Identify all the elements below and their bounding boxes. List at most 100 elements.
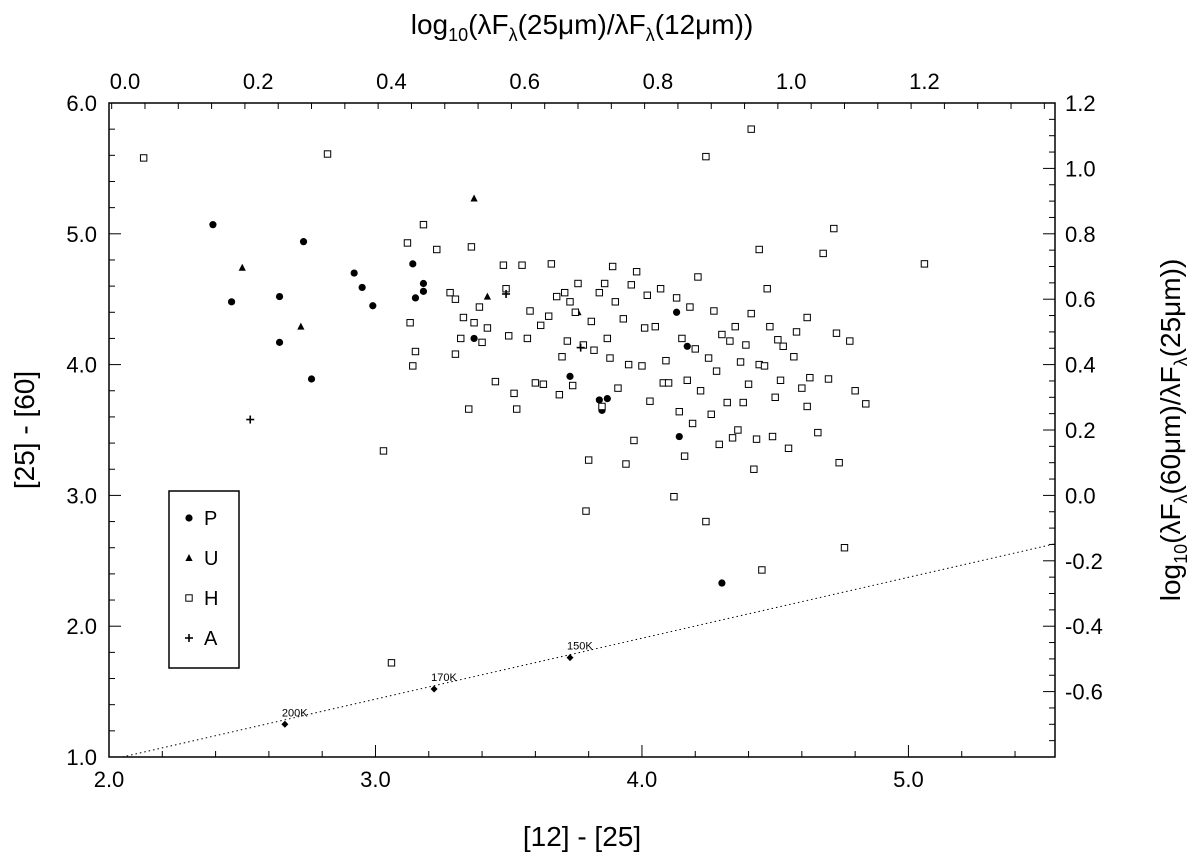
legend-box xyxy=(168,490,240,669)
point-h xyxy=(715,440,723,449)
legend-symbol-h xyxy=(185,594,193,602)
point-h xyxy=(752,435,761,443)
x-tick-label: 5.0 xyxy=(893,767,924,792)
point-a xyxy=(502,289,511,298)
point-h xyxy=(433,245,441,254)
point-h xyxy=(470,319,478,327)
point-h xyxy=(683,376,691,384)
point-h xyxy=(627,281,635,289)
point-h xyxy=(750,465,758,473)
point-h xyxy=(387,659,396,667)
temperature-label: 170K xyxy=(431,672,457,684)
point-h xyxy=(694,273,702,281)
point-h xyxy=(824,375,833,383)
title-subscript: λ xyxy=(509,25,518,45)
legend-label-a: A xyxy=(204,628,218,650)
point-h xyxy=(790,353,798,361)
point-h xyxy=(510,389,518,398)
point-h xyxy=(670,493,678,501)
point-h xyxy=(771,393,779,402)
point-h xyxy=(803,313,811,322)
point-h xyxy=(622,460,630,468)
point-h xyxy=(646,397,654,405)
point-h xyxy=(731,322,739,331)
point-p xyxy=(411,294,420,302)
y-tick-label: 4.0 xyxy=(66,353,97,378)
point-h xyxy=(536,321,545,330)
top-axis-title: log10(λFλ(25μm)/λFλ(12μm)) xyxy=(411,9,754,45)
point-h xyxy=(606,354,614,362)
point-h xyxy=(672,294,681,302)
point-h xyxy=(819,249,827,258)
temperature-marker xyxy=(281,720,289,728)
right-tick-label: -0.6 xyxy=(1065,680,1103,705)
point-h xyxy=(526,307,534,315)
point-h xyxy=(776,376,785,384)
point-h xyxy=(465,405,473,413)
right-tick-label: -0.2 xyxy=(1065,549,1103,574)
point-h xyxy=(806,373,814,382)
right-tick-label: 0.0 xyxy=(1065,483,1096,508)
point-p xyxy=(275,338,284,346)
point-h xyxy=(702,152,710,161)
title-part: (λ xyxy=(1155,521,1186,544)
point-h xyxy=(707,410,715,419)
point-p xyxy=(419,287,428,295)
legend-label-u: U xyxy=(204,548,218,570)
point-p xyxy=(683,342,691,350)
legend-symbol-u xyxy=(185,554,193,561)
point-h xyxy=(710,307,718,315)
point-h xyxy=(409,362,417,370)
point-h xyxy=(846,337,854,345)
point-h xyxy=(406,319,414,327)
point-h xyxy=(691,345,699,353)
point-h xyxy=(518,261,526,269)
point-h xyxy=(323,150,332,158)
point-p xyxy=(675,432,683,441)
title-subscript: λ xyxy=(646,25,655,45)
point-h xyxy=(600,279,609,288)
blackbody-curve: 200K 170K 150K xyxy=(122,543,1056,758)
point-h xyxy=(558,353,566,361)
point-p xyxy=(419,279,428,288)
axis-ticks: 2.0 3.0 4.0 5.01.02.03.04.05.06.00.0 0.2 0.4 0… xyxy=(66,69,1103,792)
point-h xyxy=(680,452,689,460)
point-h xyxy=(560,288,569,297)
point-h xyxy=(590,346,598,354)
data-points xyxy=(139,125,929,667)
point-h xyxy=(547,260,556,268)
top-tick-label: 1.0 xyxy=(776,69,807,94)
point-h xyxy=(736,358,745,366)
right-tick-label: 1.2 xyxy=(1065,91,1096,116)
temperature-label: 200K xyxy=(282,707,308,719)
point-p xyxy=(227,298,236,306)
title-part: F xyxy=(491,9,508,40)
point-h xyxy=(726,337,734,345)
point-h xyxy=(696,387,705,395)
point-h xyxy=(619,315,628,323)
point-h xyxy=(768,432,777,441)
point-h xyxy=(688,419,697,428)
right-tick-label: 0.8 xyxy=(1065,222,1096,247)
point-p xyxy=(673,308,681,316)
legend-symbol-p xyxy=(185,514,193,522)
y-tick-label: 5.0 xyxy=(66,222,97,247)
point-h xyxy=(755,245,763,254)
point-h xyxy=(467,243,476,251)
point-h xyxy=(587,317,596,326)
point-h xyxy=(403,239,412,247)
point-h xyxy=(742,341,750,349)
point-u xyxy=(238,263,246,271)
title-part: F xyxy=(629,9,646,40)
point-h xyxy=(704,354,713,362)
point-h xyxy=(779,342,787,350)
point-h xyxy=(632,268,641,276)
point-h xyxy=(568,381,577,390)
point-h xyxy=(766,322,774,331)
right-tick-label: 0.6 xyxy=(1065,287,1096,312)
point-h xyxy=(840,544,849,552)
point-h xyxy=(459,313,468,322)
point-h xyxy=(523,334,532,343)
point-h xyxy=(792,328,801,336)
point-h xyxy=(718,330,726,339)
